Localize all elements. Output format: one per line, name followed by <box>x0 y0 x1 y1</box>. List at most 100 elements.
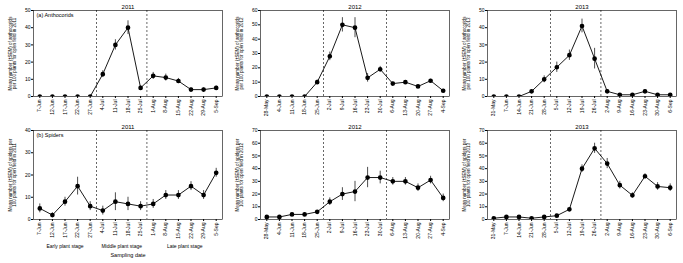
svg-text:12-Jun: 12-Jun <box>49 99 55 115</box>
svg-text:14-Jun: 14-Jun <box>516 99 522 115</box>
svg-text:60: 60 <box>479 140 485 146</box>
svg-text:30: 30 <box>25 42 31 48</box>
svg-text:50: 50 <box>252 21 258 27</box>
svg-text:11-Jun: 11-Jun <box>289 99 295 114</box>
svg-text:10: 10 <box>25 76 31 82</box>
svg-text:9-Jul: 9-Jul <box>339 100 345 111</box>
svg-text:28-Jun: 28-Jun <box>541 222 547 238</box>
svg-text:21-Jun: 21-Jun <box>528 222 534 238</box>
svg-text:Mean number (±SEM) of spiders: Mean number (±SEM) of spiders per100 pla… <box>235 138 245 211</box>
svg-text:13-Aug: 13-Aug <box>402 222 408 238</box>
svg-text:40: 40 <box>252 165 258 171</box>
svg-text:26-Jul: 26-Jul <box>591 223 597 237</box>
svg-text:31-May: 31-May <box>490 99 496 116</box>
svg-text:10: 10 <box>25 194 31 200</box>
svg-text:30: 30 <box>252 178 258 184</box>
svg-text:Mean number (±SEM) of anthocor: Mean number (±SEM) of anthocoridsper 100… <box>462 16 472 91</box>
svg-text:8-Aug: 8-Aug <box>162 222 168 236</box>
svg-text:2-Jul: 2-Jul <box>326 100 332 111</box>
svg-text:22-Aug: 22-Aug <box>188 99 194 115</box>
svg-text:13-Aug: 13-Aug <box>402 99 408 115</box>
svg-text:1-Aug: 1-Aug <box>150 222 156 236</box>
svg-text:2013: 2013 <box>575 4 589 10</box>
svg-text:25-Jun: 25-Jun <box>314 99 320 115</box>
svg-text:11-Jul: 11-Jul <box>112 100 118 113</box>
svg-text:70: 70 <box>479 127 485 133</box>
svg-text:(a) Anthocorids: (a) Anthocorids <box>37 12 74 18</box>
svg-text:28-Jun: 28-Jun <box>541 99 547 115</box>
svg-text:23-Aug: 23-Aug <box>642 99 648 115</box>
svg-text:7-Jun: 7-Jun <box>503 99 509 112</box>
svg-text:2011: 2011 <box>122 4 136 10</box>
svg-text:Mean number (±SEM) of anthocor: Mean number (±SEM) of anthocoridsper 100… <box>235 16 245 91</box>
svg-text:4-Jul: 4-Jul <box>99 100 105 111</box>
svg-text:30: 30 <box>479 178 485 184</box>
svg-text:28-May: 28-May <box>263 222 269 239</box>
svg-text:6-Sep: 6-Sep <box>667 222 673 236</box>
svg-text:8-Aug: 8-Aug <box>162 99 168 113</box>
svg-text:29-Aug: 29-Aug <box>200 99 206 115</box>
svg-text:2-Aug: 2-Aug <box>604 222 610 236</box>
svg-text:40: 40 <box>25 24 31 30</box>
svg-text:27-Aug: 27-Aug <box>427 222 433 238</box>
svg-text:1-Aug: 1-Aug <box>150 99 156 113</box>
svg-text:11-Jul: 11-Jul <box>112 223 118 236</box>
svg-text:4-Sep: 4-Sep <box>440 222 446 236</box>
svg-text:18-Jul: 18-Jul <box>125 100 131 114</box>
svg-text:20: 20 <box>479 59 485 65</box>
svg-text:10: 10 <box>252 79 258 85</box>
svg-text:5-Sep: 5-Sep <box>213 222 219 236</box>
svg-text:60: 60 <box>252 140 258 146</box>
svg-text:18-Jul: 18-Jul <box>125 223 131 237</box>
svg-text:7-Jun: 7-Jun <box>503 222 509 235</box>
svg-text:0: 0 <box>255 93 258 99</box>
svg-text:Sampling date: Sampling date <box>110 252 145 258</box>
svg-text:40: 40 <box>479 165 485 171</box>
svg-text:50: 50 <box>479 7 485 13</box>
svg-text:10: 10 <box>479 76 485 82</box>
svg-text:20: 20 <box>25 59 31 65</box>
svg-text:12-Jun: 12-Jun <box>49 222 55 238</box>
svg-text:30-Jul: 30-Jul <box>377 223 383 237</box>
svg-text:29-Aug: 29-Aug <box>200 222 206 238</box>
svg-text:9-Jul: 9-Jul <box>339 223 345 234</box>
svg-text:22-Aug: 22-Aug <box>188 222 194 238</box>
svg-text:5-Sep: 5-Sep <box>213 99 219 113</box>
svg-text:16-Jul: 16-Jul <box>352 100 358 114</box>
svg-text:20: 20 <box>479 191 485 197</box>
svg-text:15-Aug: 15-Aug <box>175 222 181 238</box>
svg-text:5-Jul: 5-Jul <box>553 223 559 234</box>
svg-text:23-Aug: 23-Aug <box>642 222 648 238</box>
svg-text:23-Jul: 23-Jul <box>364 100 370 114</box>
svg-text:60: 60 <box>252 7 258 13</box>
svg-text:17-Jun: 17-Jun <box>62 222 68 238</box>
svg-text:Late plant stage: Late plant stage <box>167 243 203 249</box>
svg-text:6-Sep: 6-Sep <box>667 99 673 113</box>
svg-text:50: 50 <box>25 7 31 13</box>
svg-text:Early plant stage: Early plant stage <box>46 243 83 249</box>
svg-text:20: 20 <box>252 191 258 197</box>
svg-text:5-Jul: 5-Jul <box>553 100 559 111</box>
svg-text:40: 40 <box>252 36 258 42</box>
svg-text:40: 40 <box>479 24 485 30</box>
svg-text:27-Aug: 27-Aug <box>427 99 433 115</box>
svg-text:Middle plant stage: Middle plant stage <box>101 243 142 249</box>
svg-text:31-May: 31-May <box>490 222 496 239</box>
svg-text:18-Jun: 18-Jun <box>301 222 307 238</box>
svg-text:Mean number (±SEM) of spiders: Mean number (±SEM) of spiders per100 pla… <box>462 138 472 211</box>
svg-text:70: 70 <box>252 127 258 133</box>
svg-text:2011: 2011 <box>122 124 136 130</box>
svg-text:50: 50 <box>479 153 485 159</box>
svg-text:10: 10 <box>252 203 258 209</box>
svg-text:0: 0 <box>28 93 31 99</box>
svg-text:14-Jun: 14-Jun <box>516 222 522 238</box>
svg-text:11-Jun: 11-Jun <box>289 222 295 237</box>
svg-text:19-Jul: 19-Jul <box>579 223 585 237</box>
svg-text:40: 40 <box>25 127 31 133</box>
svg-text:4-Jun: 4-Jun <box>276 222 282 235</box>
svg-text:30: 30 <box>479 42 485 48</box>
svg-text:22-Jun: 22-Jun <box>74 99 80 115</box>
svg-text:6-Aug: 6-Aug <box>389 99 395 113</box>
svg-text:28-May: 28-May <box>263 99 269 116</box>
svg-text:9-Aug: 9-Aug <box>616 222 622 236</box>
